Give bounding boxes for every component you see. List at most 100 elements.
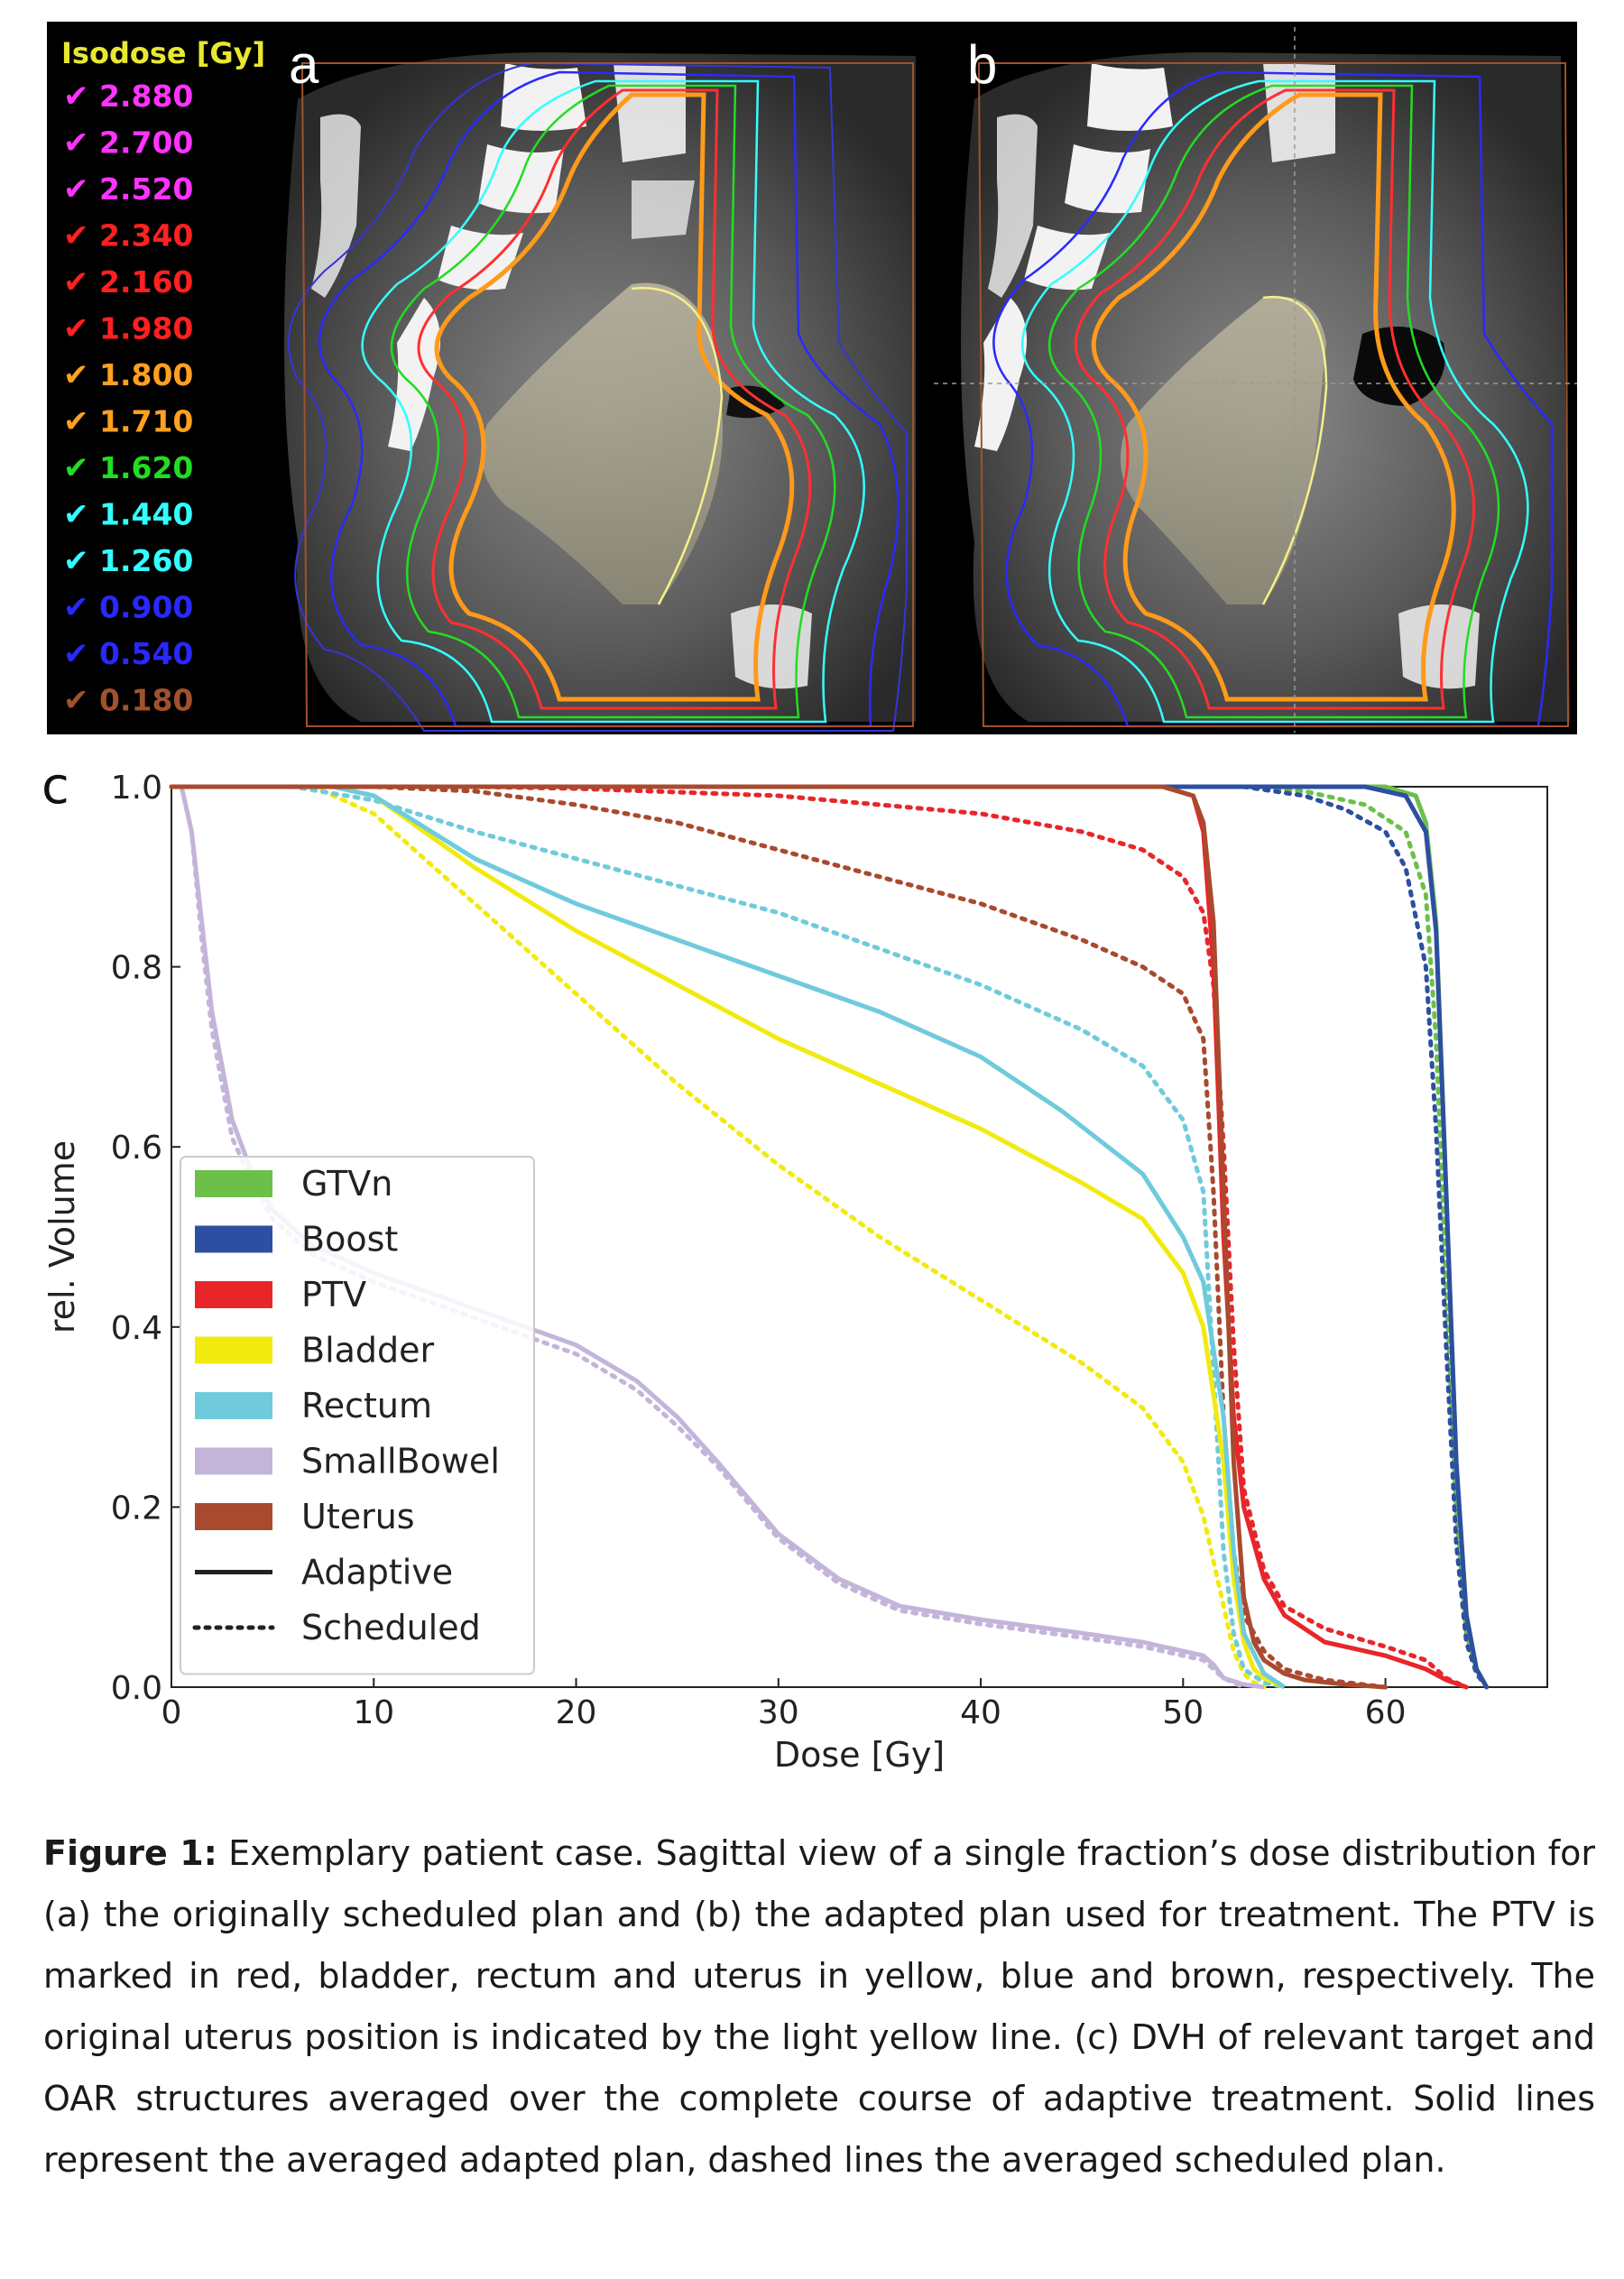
check-icon: ✔ bbox=[63, 171, 89, 208]
ct-panel-a bbox=[284, 52, 916, 732]
legend-label: Scheduled bbox=[301, 1608, 481, 1647]
legend-item: PTV bbox=[195, 1275, 366, 1315]
x-tick-label: 60 bbox=[1365, 1694, 1407, 1731]
chart-legend: GTVn Boost PTV Bladder Rectum SmallBowel Uteru… bbox=[180, 1156, 535, 1675]
isodose-value: 1.710 bbox=[99, 404, 193, 439]
isodose-legend-row: ✔ 1.260 bbox=[63, 543, 193, 579]
panel-label-b: b bbox=[967, 34, 997, 95]
isodose-value: 1.260 bbox=[99, 543, 193, 578]
series-line-boost-scheduled bbox=[169, 784, 1490, 1690]
panel-label-c: c bbox=[42, 758, 69, 816]
series-line-smallbowel-scheduled bbox=[179, 784, 1247, 1690]
series-line-bladder-scheduled bbox=[169, 784, 1267, 1690]
legend-item: Bladder bbox=[195, 1331, 435, 1370]
isodose-value: 2.340 bbox=[99, 218, 193, 254]
isodose-legend-row: ✔ 0.900 bbox=[63, 590, 193, 626]
legend-swatch bbox=[195, 1170, 272, 1197]
y-axis-label: rel. Volume bbox=[42, 1140, 82, 1333]
legend-label: Adaptive bbox=[301, 1553, 453, 1592]
figure-caption: Figure 1: Exemplary patient case. Sagitt… bbox=[43, 1822, 1595, 2191]
legend-swatch bbox=[195, 1336, 272, 1364]
isodose-value: 0.180 bbox=[99, 683, 193, 718]
check-icon: ✔ bbox=[63, 497, 89, 533]
caption-text: Exemplary patient case. Sagittal view of… bbox=[43, 1833, 1595, 2180]
y-tick-label: 0.8 bbox=[111, 950, 162, 987]
isodose-legend-row: ✔ 1.440 bbox=[63, 497, 193, 533]
legend-swatch bbox=[195, 1392, 272, 1419]
legend-label: SmallBowel bbox=[301, 1442, 500, 1481]
legend-item: Boost bbox=[195, 1220, 398, 1259]
legend-label: PTV bbox=[301, 1275, 366, 1315]
x-tick-label: 0 bbox=[161, 1694, 182, 1731]
isodose-value: 0.540 bbox=[99, 636, 193, 671]
y-tick-label: 0.4 bbox=[111, 1310, 162, 1347]
chart-axes: 0 10 20 30 40 50 60 0.0 0.2 0.4 0.6 0.8 1.0 bbox=[111, 770, 1548, 1731]
isodose-legend-row: ✔ 1.710 bbox=[63, 404, 193, 440]
panel-label-a: a bbox=[289, 34, 319, 95]
y-tick-label: 0.0 bbox=[111, 1670, 162, 1707]
gas-pocket-b bbox=[1353, 327, 1445, 406]
check-icon: ✔ bbox=[63, 264, 89, 300]
series-line-rectum-adaptive bbox=[171, 784, 1286, 1690]
legend-label: Uterus bbox=[301, 1497, 415, 1536]
series-line-uterus-adaptive bbox=[171, 784, 1386, 1690]
series-line-bladder-adaptive bbox=[171, 784, 1286, 1690]
caption-label: Figure 1: bbox=[43, 1833, 217, 1873]
x-tick-label: 50 bbox=[1162, 1694, 1204, 1731]
isodose-legend-title: Isodose [Gy] bbox=[61, 36, 265, 70]
ct-panel-b bbox=[934, 27, 1577, 733]
spine-bones-b bbox=[974, 63, 1480, 689]
isodose-value: 0.900 bbox=[99, 590, 193, 625]
legend-swatch bbox=[195, 1447, 272, 1475]
series-line-ptv-scheduled bbox=[169, 784, 1469, 1690]
check-icon: ✔ bbox=[63, 125, 89, 161]
gas-pocket-a bbox=[726, 385, 785, 419]
legend-item: SmallBowel bbox=[195, 1442, 500, 1481]
isodose-value: 2.700 bbox=[99, 125, 193, 161]
isodose-legend-row: ✔ 2.880 bbox=[63, 78, 193, 115]
x-tick-label: 30 bbox=[758, 1694, 799, 1731]
isodose-value: 2.520 bbox=[99, 171, 193, 207]
check-icon: ✔ bbox=[63, 78, 89, 115]
uterus-region-a bbox=[481, 282, 724, 604]
isodose-legend-row: ✔ 2.520 bbox=[63, 171, 193, 208]
x-tick-label: 10 bbox=[353, 1694, 394, 1731]
isodose-value: 1.620 bbox=[99, 450, 193, 485]
legend-label: Bladder bbox=[301, 1331, 435, 1370]
chart-series bbox=[169, 784, 1490, 1690]
isodose-legend-row: ✔ 2.340 bbox=[63, 218, 193, 254]
legend-label: GTVn bbox=[301, 1164, 392, 1204]
legend-item: GTVn bbox=[195, 1164, 392, 1204]
check-icon: ✔ bbox=[63, 543, 89, 579]
isodose-legend-row: ✔ 2.160 bbox=[63, 264, 193, 300]
isodose-value: 1.800 bbox=[99, 357, 193, 392]
isodose-legend-row: ✔ 0.180 bbox=[63, 683, 193, 719]
check-icon: ✔ bbox=[63, 218, 89, 254]
spine-bones-a bbox=[311, 63, 812, 689]
legend-item: Scheduled bbox=[192, 1608, 481, 1647]
check-icon: ✔ bbox=[63, 450, 89, 486]
legend-item: Adaptive bbox=[195, 1553, 453, 1592]
dvh-chart: c 0 10 20 30 40 50 60 0.0 0.2 0.4 0.6 0.8 1.0 GTVn Bo… bbox=[42, 758, 1548, 1775]
series-line-smallbowel-adaptive bbox=[179, 786, 1265, 1690]
check-icon: ✔ bbox=[63, 636, 89, 672]
series-line-boost-adaptive bbox=[171, 784, 1489, 1689]
isodose-value: 1.980 bbox=[99, 311, 193, 346]
check-icon: ✔ bbox=[63, 311, 89, 347]
isodose-legend-row: ✔ 2.700 bbox=[63, 125, 193, 161]
legend-label: Rectum bbox=[301, 1386, 432, 1426]
isodose-value: 2.880 bbox=[99, 78, 193, 114]
check-icon: ✔ bbox=[63, 357, 89, 393]
y-tick-label: 0.6 bbox=[111, 1130, 162, 1167]
series-line-uterus-scheduled bbox=[169, 784, 1389, 1690]
isodose-legend-row: ✔ 1.980 bbox=[63, 311, 193, 347]
series-line-rectum-scheduled bbox=[169, 784, 1287, 1690]
isodose-legend-row: ✔ 1.620 bbox=[63, 450, 193, 486]
isodose-legend: Isodose [Gy] ✔ 2.880 ✔ 2.700 ✔ 2.520 ✔ 2.340 ✔ 2.… bbox=[61, 36, 265, 719]
legend-swatch bbox=[195, 1503, 272, 1530]
isodose-legend-row: ✔ 0.540 bbox=[63, 636, 193, 672]
isodose-contours-a bbox=[288, 61, 914, 732]
check-icon: ✔ bbox=[63, 404, 89, 440]
isodose-legend-row: ✔ 1.800 bbox=[63, 357, 193, 393]
check-icon: ✔ bbox=[63, 590, 89, 626]
